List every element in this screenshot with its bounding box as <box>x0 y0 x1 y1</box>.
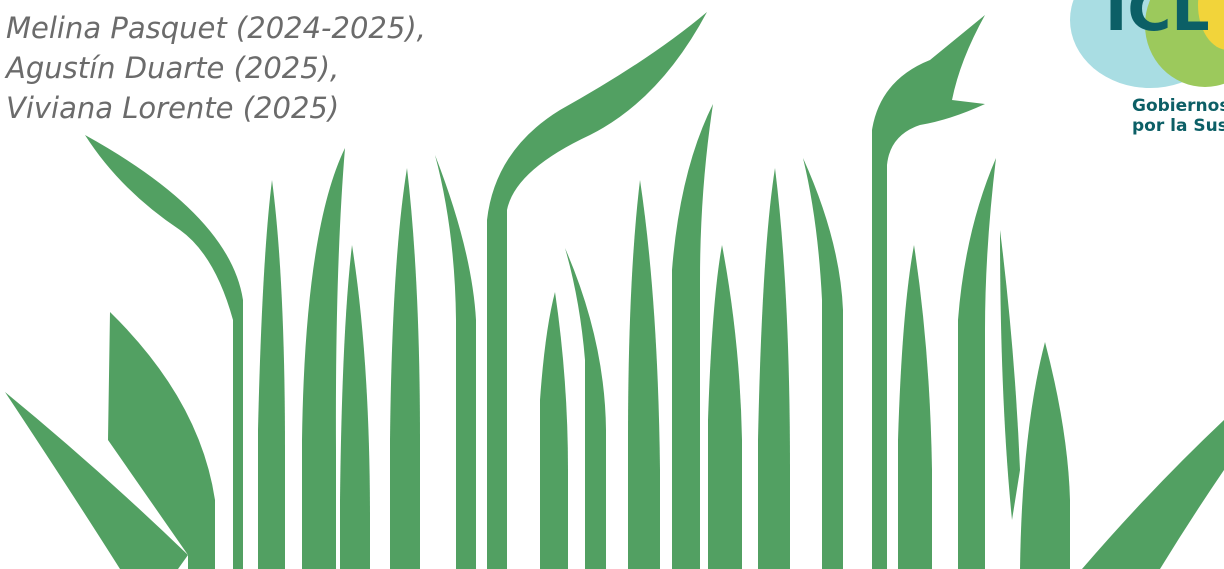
blade <box>258 180 285 569</box>
blade <box>1020 342 1070 569</box>
blade <box>708 245 742 569</box>
blade <box>390 168 420 569</box>
logo-mark: ICL <box>1105 0 1210 45</box>
blade <box>958 158 996 569</box>
logo-line: por la Sust <box>1132 116 1224 136</box>
blade <box>758 168 790 569</box>
blade <box>5 392 188 569</box>
blade <box>565 248 606 569</box>
logo-line: Gobiernos <box>1132 96 1224 116</box>
logo-text: Gobiernos por la Sust <box>1132 96 1224 136</box>
blade <box>803 158 843 569</box>
blade <box>487 12 707 569</box>
blade <box>435 155 476 569</box>
blade <box>672 104 713 569</box>
blade <box>340 245 370 569</box>
blade <box>540 292 568 569</box>
author: Agustín Duarte (2025), <box>6 51 340 85</box>
authors: Melina Pasquet (2024-2025), Agustín Duar… <box>6 8 426 128</box>
logo-shapes: ICL <box>1070 0 1224 88</box>
logo-circle <box>1198 0 1224 50</box>
grass <box>5 12 1224 569</box>
blade <box>898 245 932 569</box>
blade <box>1082 420 1224 569</box>
blade <box>302 148 345 569</box>
blade <box>108 312 215 569</box>
author: Viviana Lorente (2025) <box>6 91 340 125</box>
author: Melina Pasquet (2024-2025), <box>6 11 426 45</box>
blade <box>85 135 243 569</box>
blade <box>872 15 985 569</box>
blade <box>628 180 660 569</box>
blade <box>1000 230 1020 520</box>
